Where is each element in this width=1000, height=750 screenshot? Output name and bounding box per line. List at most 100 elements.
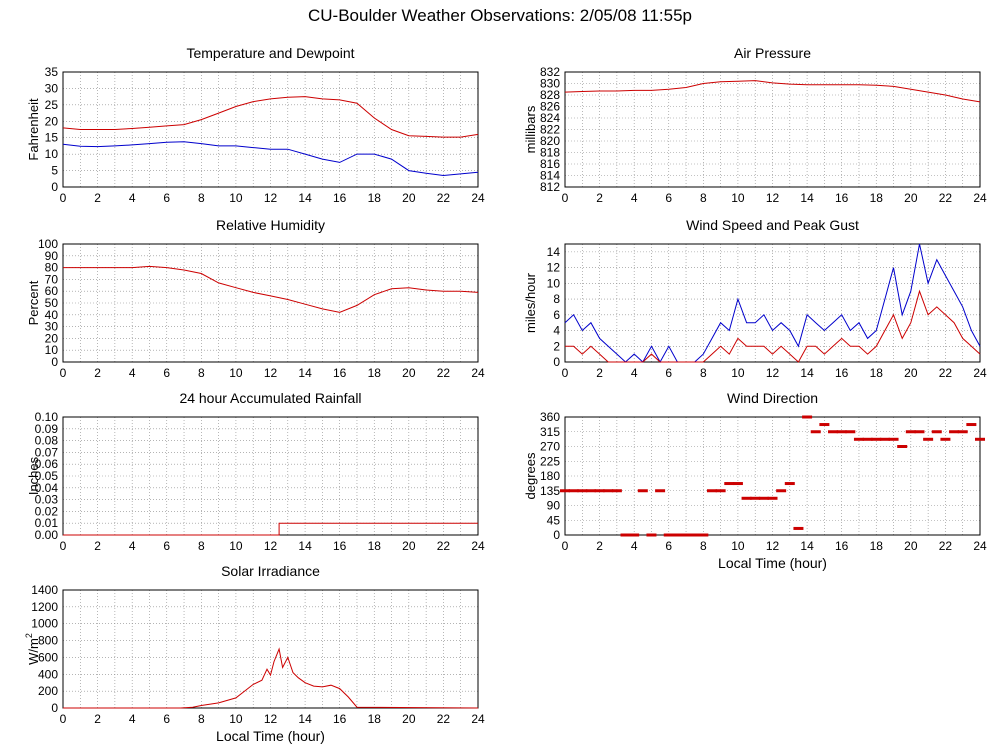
x-tick-label: 2 <box>596 539 603 553</box>
x-tick-label: 18 <box>870 539 884 553</box>
x-tick-label: 0 <box>562 366 569 380</box>
y-tick-label: 270 <box>540 440 560 454</box>
y-tick-label: 200 <box>38 684 58 698</box>
x-tick-label: 22 <box>939 366 953 380</box>
data-point <box>836 430 847 434</box>
x-tick-label: 0 <box>562 539 569 553</box>
x-tick-label: 0 <box>60 712 67 726</box>
x-tick-label: 16 <box>835 539 849 553</box>
data-point <box>784 482 795 486</box>
y-tick-label: 0 <box>553 355 560 369</box>
data-point <box>914 430 925 434</box>
plot-frame <box>62 71 479 188</box>
data-point <box>646 533 657 537</box>
x-tick-label: 22 <box>939 191 953 205</box>
x-tick-label: 8 <box>198 539 205 553</box>
series-line-0 <box>63 647 479 709</box>
y-tick-label: 2 <box>553 339 560 353</box>
x-tick-label: 6 <box>665 539 672 553</box>
x-tick-label: 24 <box>973 191 987 205</box>
y-tick-label: 225 <box>540 454 560 468</box>
x-tick-label: 14 <box>800 539 814 553</box>
data-point <box>940 437 951 441</box>
y-tick-label: 0 <box>51 180 58 194</box>
data-point <box>923 437 934 441</box>
plot-frame <box>62 589 479 709</box>
y-tick-label: 0 <box>51 701 58 715</box>
data-point <box>810 430 821 434</box>
y-tick-label: 30 <box>45 320 59 334</box>
data-point <box>681 533 692 537</box>
y-tick-label: 20 <box>45 114 59 128</box>
y-tick-label: 1400 <box>31 583 58 597</box>
data-point <box>603 489 614 493</box>
data-point <box>750 496 761 500</box>
y-tick-label: 820 <box>540 134 560 148</box>
x-tick-label: 20 <box>402 366 416 380</box>
plot-frame <box>564 416 981 536</box>
data-point <box>568 489 579 493</box>
data-point <box>698 533 709 537</box>
y-tick-label: 830 <box>540 77 560 91</box>
x-tick-label: 24 <box>471 191 485 205</box>
data-point <box>732 482 743 486</box>
x-tick-label: 20 <box>904 191 918 205</box>
data-point <box>706 489 717 493</box>
data-point <box>975 437 985 441</box>
x-tick-label: 16 <box>333 539 347 553</box>
y-tick-label: 90 <box>547 499 561 513</box>
x-tick-label: 12 <box>264 191 278 205</box>
x-tick-label: 8 <box>198 191 205 205</box>
plot-frame <box>564 243 981 363</box>
data-point <box>715 489 726 493</box>
x-tick-label: 4 <box>129 712 136 726</box>
x-tick-label: 4 <box>631 191 638 205</box>
y-tick-label: 10 <box>45 147 59 161</box>
x-tick-label: 18 <box>368 366 382 380</box>
x-tick-label: 18 <box>870 366 884 380</box>
x-tick-label: 18 <box>870 191 884 205</box>
x-tick-label: 2 <box>94 366 101 380</box>
data-point <box>828 430 839 434</box>
y-tick-label: 0.09 <box>35 422 59 436</box>
y-tick-label: 10 <box>547 276 561 290</box>
x-tick-label: 24 <box>973 539 987 553</box>
data-point <box>629 533 640 537</box>
x-tick-label: 8 <box>198 366 205 380</box>
x-tick-label: 10 <box>731 539 745 553</box>
x-tick-label: 0 <box>60 539 67 553</box>
x-tick-label: 16 <box>333 366 347 380</box>
x-tick-label: 20 <box>904 539 918 553</box>
y-axis-label: miles/hour <box>523 272 538 333</box>
data-point <box>577 489 588 493</box>
y-tick-label: 400 <box>38 667 58 681</box>
x-tick-label: 2 <box>596 366 603 380</box>
y-tick-label: 814 <box>540 169 560 183</box>
x-tick-label: 2 <box>94 539 101 553</box>
data-point <box>905 430 916 434</box>
y-tick-label: 0 <box>51 355 58 369</box>
y-tick-label: 10 <box>45 343 59 357</box>
x-tick-label: 10 <box>229 191 243 205</box>
plot-frame <box>564 71 981 188</box>
x-tick-label: 10 <box>229 366 243 380</box>
x-tick-label: 6 <box>163 712 170 726</box>
x-tick-label: 4 <box>631 539 638 553</box>
x-tick-label: 8 <box>700 366 707 380</box>
y-tick-label: 0.06 <box>35 457 59 471</box>
x-tick-label: 14 <box>298 191 312 205</box>
chart-title: 24 hour Accumulated Rainfall <box>179 390 361 406</box>
data-point <box>663 533 674 537</box>
x-tick-label: 24 <box>471 366 485 380</box>
x-tick-label: 12 <box>264 366 278 380</box>
x-axis-label: Local Time (hour) <box>718 555 827 571</box>
x-tick-label: 20 <box>904 366 918 380</box>
data-point <box>845 430 856 434</box>
data-point <box>767 496 778 500</box>
x-tick-label: 4 <box>129 366 136 380</box>
y-tick-label: 60 <box>45 284 59 298</box>
x-tick-label: 20 <box>402 712 416 726</box>
data-point <box>560 489 570 493</box>
